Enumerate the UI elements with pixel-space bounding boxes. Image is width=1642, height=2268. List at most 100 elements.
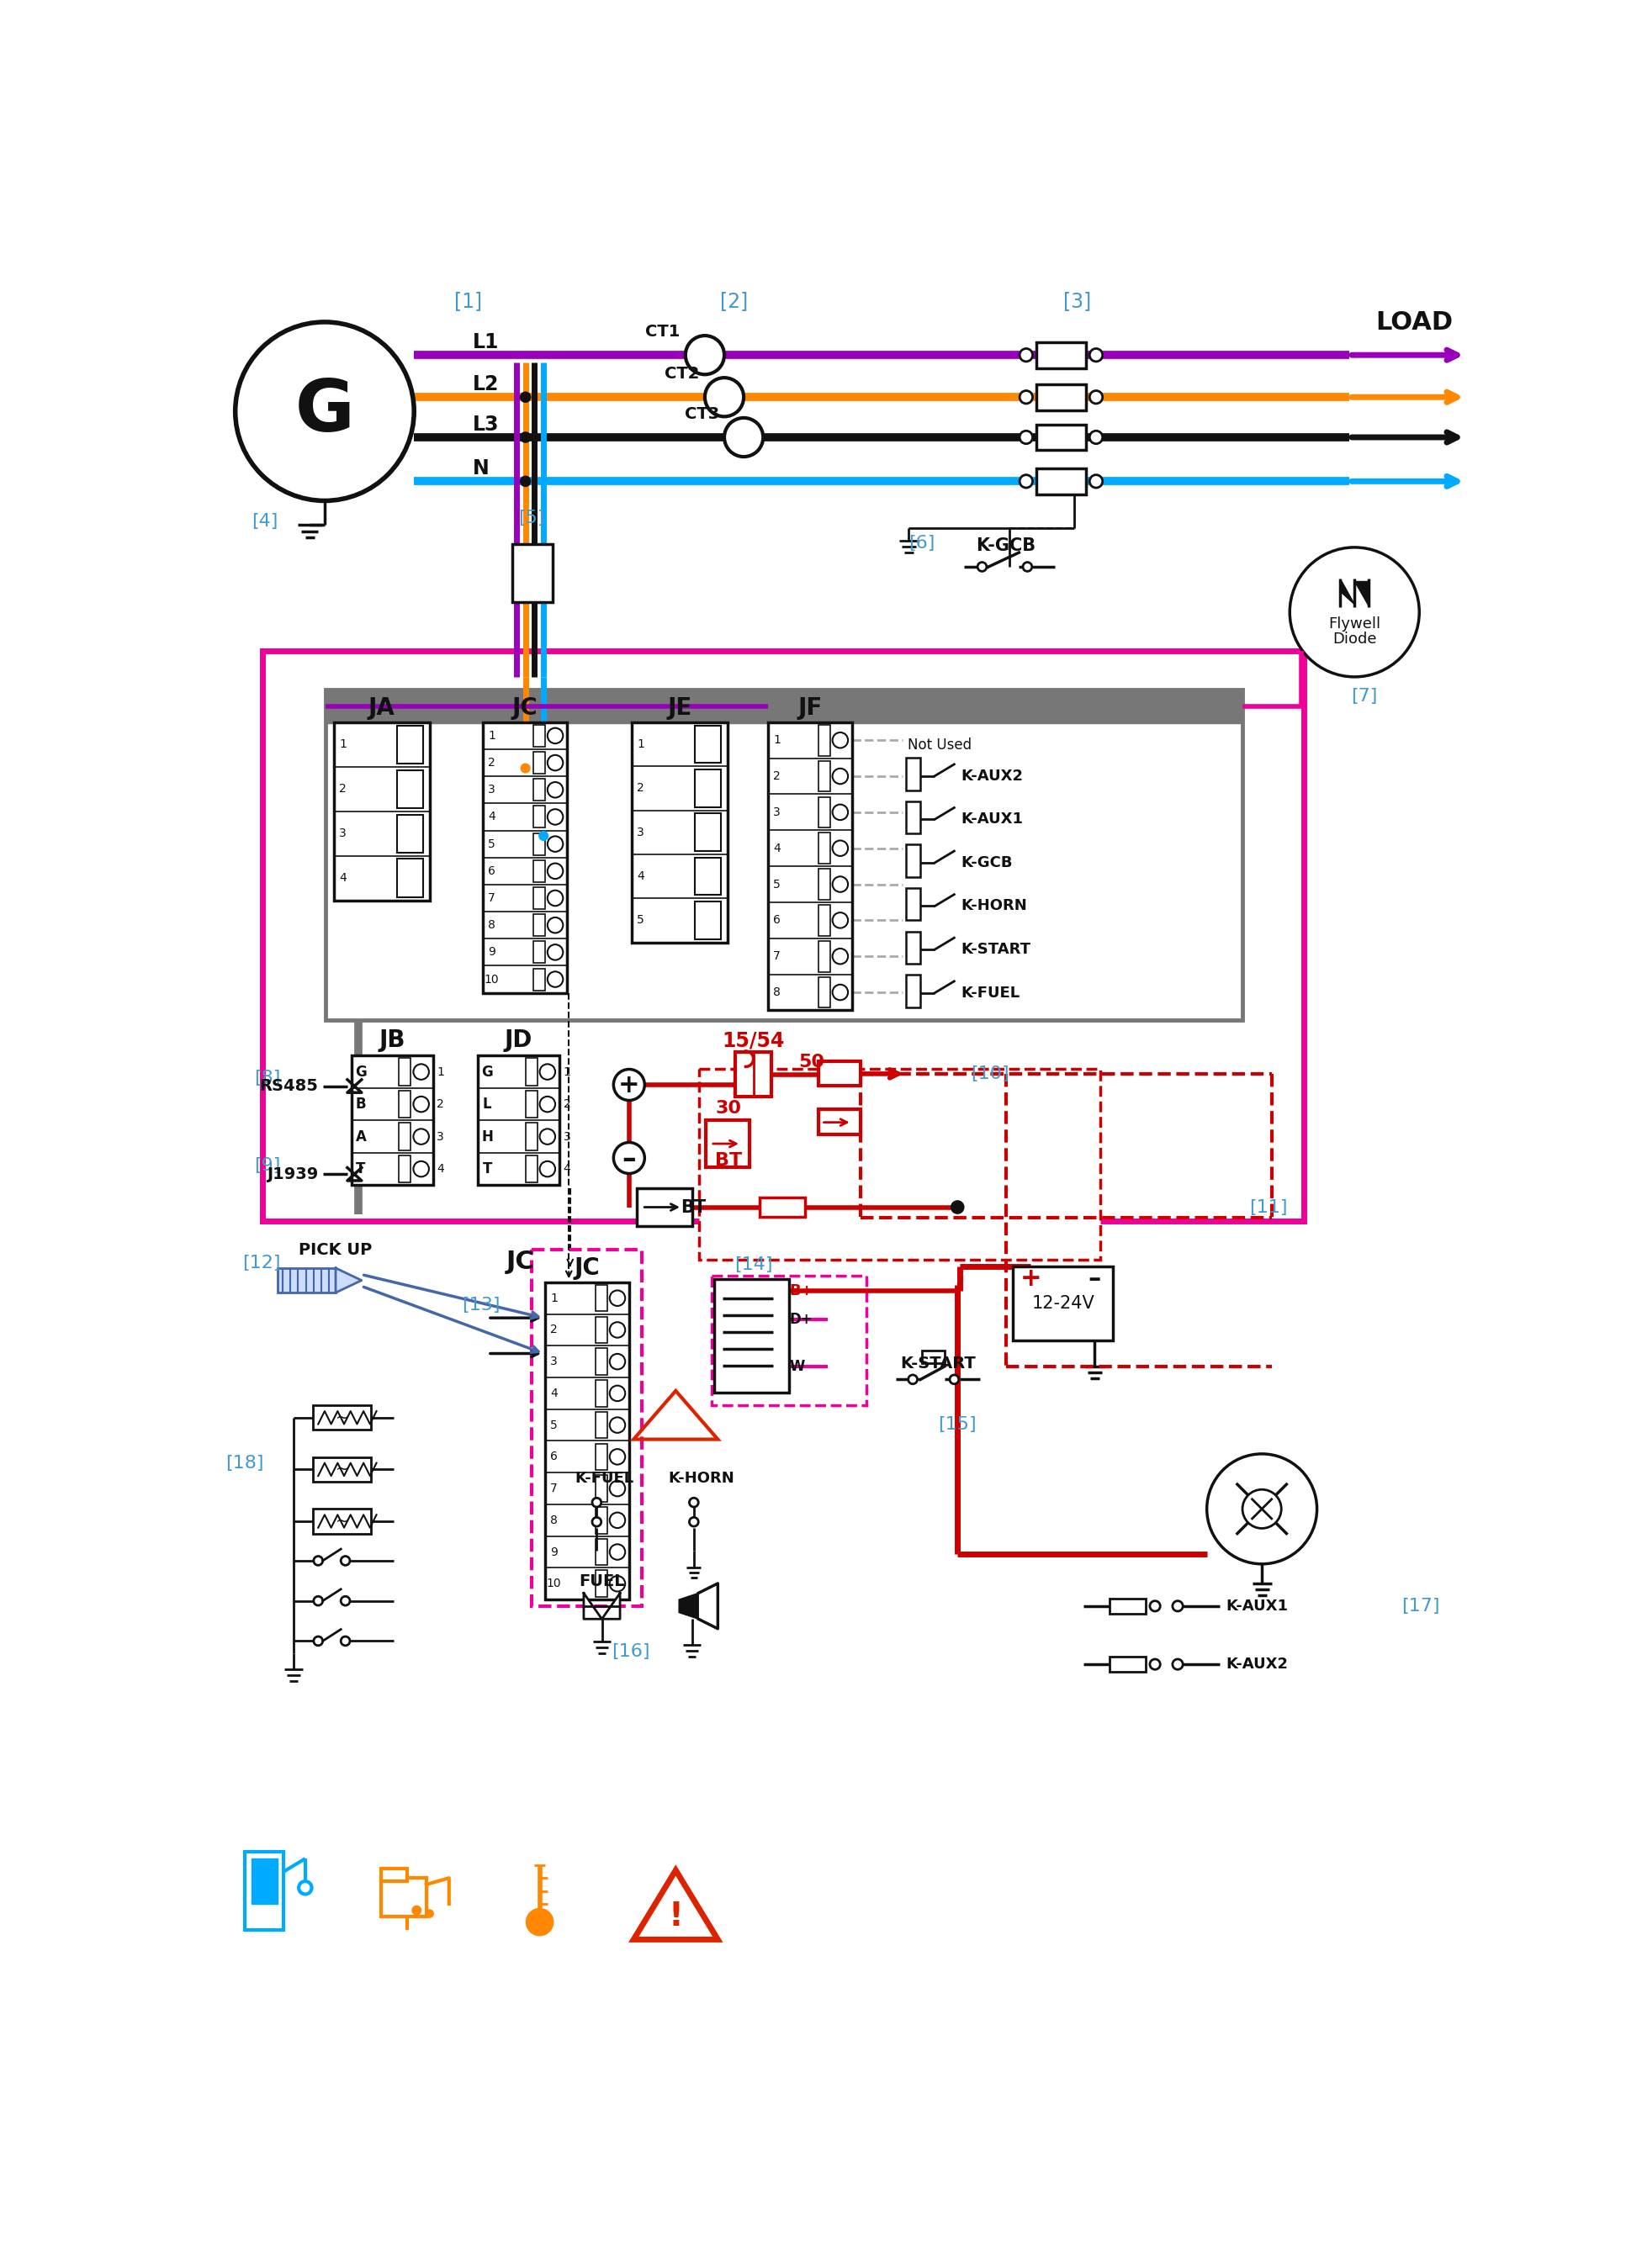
- Text: 2: 2: [488, 758, 496, 769]
- Text: 7: 7: [488, 891, 496, 905]
- Circle shape: [832, 875, 847, 891]
- Circle shape: [1020, 474, 1033, 488]
- Text: JB: JB: [379, 1027, 406, 1052]
- Text: K-GCB: K-GCB: [975, 538, 1036, 553]
- Bar: [637, 1188, 691, 1227]
- Bar: [906, 801, 920, 835]
- Text: +: +: [1020, 1268, 1041, 1290]
- Text: L3: L3: [473, 415, 499, 435]
- Text: 8: 8: [550, 1515, 558, 1526]
- Polygon shape: [603, 1592, 621, 1619]
- Text: [13]: [13]: [463, 1297, 501, 1313]
- Circle shape: [547, 891, 563, 905]
- Bar: [736, 1052, 772, 1095]
- Bar: [1036, 469, 1085, 494]
- Bar: [534, 941, 545, 964]
- Text: 4: 4: [340, 873, 346, 885]
- Bar: [632, 721, 727, 941]
- Text: J1939: J1939: [266, 1166, 319, 1182]
- Bar: [818, 726, 829, 755]
- Bar: [706, 1120, 749, 1168]
- Text: K-AUX2: K-AUX2: [961, 769, 1023, 782]
- Bar: [906, 844, 920, 878]
- Text: !: !: [668, 1901, 683, 1932]
- Circle shape: [685, 336, 724, 374]
- Bar: [695, 769, 721, 807]
- Bar: [525, 1059, 537, 1086]
- Text: [12]: [12]: [241, 1254, 281, 1272]
- Circle shape: [547, 837, 563, 853]
- Bar: [534, 805, 545, 828]
- Text: 1: 1: [550, 1293, 558, 1304]
- Circle shape: [609, 1386, 626, 1402]
- Circle shape: [412, 1907, 420, 1914]
- Text: T: T: [356, 1161, 366, 1177]
- Bar: [525, 1123, 537, 1150]
- Bar: [906, 975, 920, 1007]
- Text: 5: 5: [773, 878, 780, 889]
- Circle shape: [724, 417, 764, 456]
- Circle shape: [1020, 431, 1033, 445]
- Text: Not Used: Not Used: [908, 737, 972, 753]
- Bar: [596, 1474, 608, 1501]
- Text: 2: 2: [550, 1325, 558, 1336]
- Text: [3]: [3]: [1064, 290, 1092, 311]
- Text: 7: 7: [773, 950, 780, 962]
- Circle shape: [609, 1418, 626, 1433]
- Circle shape: [1090, 390, 1102, 404]
- Bar: [327, 689, 1243, 1021]
- Bar: [399, 1123, 410, 1150]
- Circle shape: [342, 1597, 350, 1606]
- Text: +: +: [619, 1073, 640, 1098]
- Text: K-START: K-START: [961, 941, 1031, 957]
- Bar: [397, 860, 424, 898]
- Text: [15]: [15]: [938, 1415, 977, 1433]
- Text: [8]: [8]: [255, 1070, 281, 1086]
- Bar: [818, 869, 829, 900]
- Bar: [818, 941, 829, 971]
- Text: –: –: [622, 1145, 635, 1173]
- Bar: [596, 1379, 608, 1406]
- Text: 2: 2: [637, 782, 644, 794]
- Bar: [534, 778, 545, 801]
- Bar: [534, 887, 545, 909]
- Circle shape: [977, 562, 987, 572]
- Text: Flywell: Flywell: [1328, 617, 1381, 631]
- Circle shape: [414, 1064, 429, 1080]
- Bar: [699, 1068, 1100, 1259]
- Text: 5: 5: [637, 914, 644, 925]
- Text: FUEL: FUEL: [580, 1574, 626, 1590]
- Circle shape: [522, 764, 529, 771]
- Text: 6: 6: [550, 1452, 558, 1463]
- Text: L1: L1: [473, 331, 499, 352]
- Bar: [1036, 424, 1085, 451]
- Text: –: –: [1089, 1268, 1102, 1290]
- Circle shape: [521, 392, 530, 401]
- Text: 3: 3: [437, 1132, 445, 1143]
- Text: 6: 6: [773, 914, 780, 925]
- Circle shape: [427, 1910, 433, 1916]
- Bar: [1036, 342, 1085, 367]
- Text: [9]: [9]: [255, 1157, 281, 1175]
- Text: K-AUX1: K-AUX1: [961, 812, 1023, 828]
- Circle shape: [540, 1095, 555, 1111]
- Text: [17]: [17]: [1401, 1597, 1440, 1615]
- Circle shape: [521, 476, 530, 485]
- Text: K-FUEL: K-FUEL: [961, 984, 1020, 1000]
- Bar: [596, 1569, 608, 1597]
- Text: PICK UP: PICK UP: [299, 1243, 373, 1259]
- Text: G: G: [355, 1064, 366, 1080]
- Bar: [333, 721, 430, 900]
- Bar: [534, 832, 545, 855]
- Text: [10]: [10]: [970, 1066, 1008, 1082]
- Bar: [327, 689, 1243, 723]
- Text: 10: 10: [547, 1579, 562, 1590]
- Text: K-HORN: K-HORN: [961, 898, 1026, 914]
- Text: 30: 30: [716, 1100, 741, 1118]
- Text: 3: 3: [563, 1132, 570, 1143]
- Circle shape: [314, 1597, 323, 1606]
- Bar: [483, 721, 566, 993]
- Text: BT: BT: [714, 1152, 742, 1168]
- Circle shape: [540, 1161, 555, 1177]
- Circle shape: [614, 1068, 645, 1100]
